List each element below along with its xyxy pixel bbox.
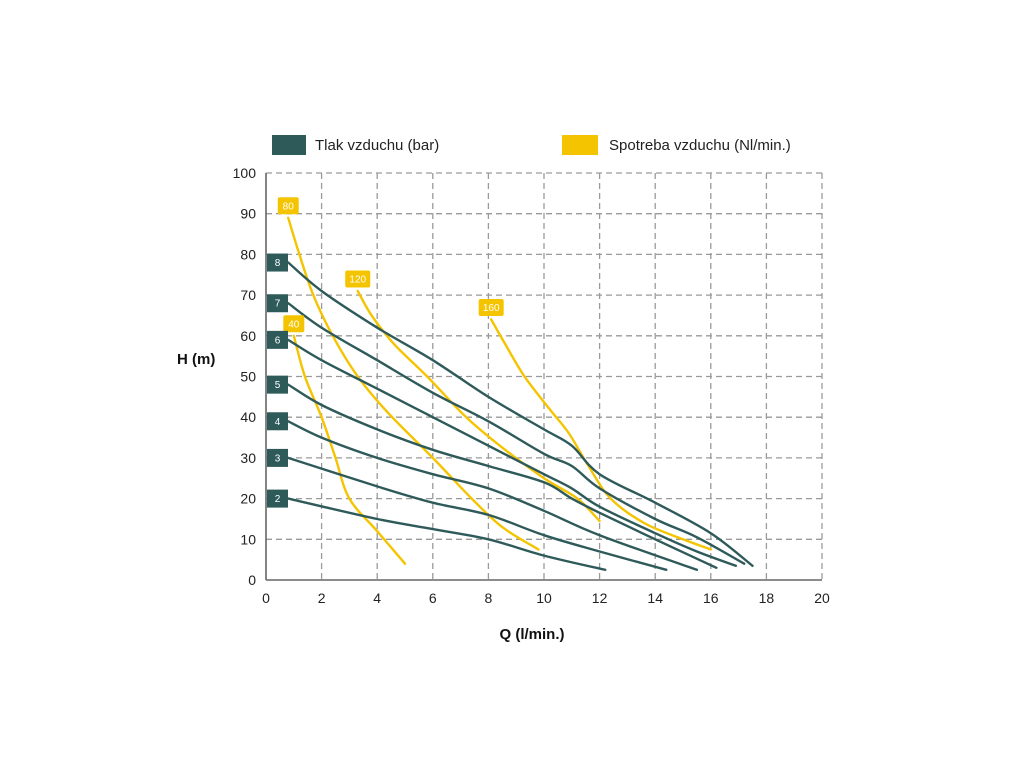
consumption-badge-120 [345, 270, 371, 288]
x-tick-label: 2 [318, 590, 326, 606]
pressure-badge-8 [267, 253, 288, 272]
pressure-badge-3 [267, 448, 288, 467]
consumption-badge-160 [478, 299, 504, 317]
consumption-badge-80 [277, 197, 299, 215]
y-tick-label: 30 [240, 450, 256, 466]
legend: Tlak vzduchu (bar) Spotreba vzduchu (Nl/… [272, 135, 791, 155]
pressure-badge-5 [267, 375, 288, 394]
x-tick-label: 16 [703, 590, 719, 606]
y-tick-label: 80 [240, 246, 256, 262]
consumption-badge-label: 160 [483, 303, 500, 314]
pressure-badge-label: 6 [275, 335, 281, 346]
pressure-curve-5 [287, 383, 718, 569]
x-tick-label: 14 [647, 590, 663, 606]
y-tick-label: 0 [248, 572, 256, 588]
y-axis-title: H (m) [177, 351, 215, 368]
consumption-curves [287, 216, 712, 565]
pressure-curve-2 [287, 497, 607, 571]
pressure-badge-label: 2 [275, 494, 281, 505]
y-tick-label: 60 [240, 328, 256, 344]
y-tick-label: 10 [240, 531, 256, 547]
y-tick-label: 50 [240, 369, 256, 385]
pressure-badge-label: 8 [275, 258, 281, 269]
x-tick-labels: 0 2 4 6 8 10 12 14 16 18 20 [262, 590, 830, 606]
x-tick-label: 18 [759, 590, 775, 606]
pressure-badge-7 [267, 294, 288, 313]
pressure-curve-8 [287, 261, 754, 567]
y-tick-label: 90 [240, 206, 256, 222]
consumption-badge-label: 80 [283, 201, 295, 212]
pressure-badge-label: 7 [275, 299, 281, 310]
grid [266, 172, 823, 580]
x-tick-label: 6 [429, 590, 437, 606]
pressure-curve-3 [287, 456, 668, 571]
consumption-curve-120 [356, 289, 601, 523]
y-tick-labels: 0 10 20 30 40 50 60 70 80 90 100 [233, 165, 257, 588]
pressure-badge-label: 5 [275, 380, 281, 391]
pressure-badge-label: 3 [275, 453, 281, 464]
pressure-curves [287, 261, 754, 571]
legend-label-pressure: Tlak vzduchu (bar) [315, 137, 439, 154]
pressure-badge-4 [267, 412, 288, 431]
consumption-badge-label: 120 [349, 275, 366, 286]
legend-swatch-pressure [272, 135, 306, 155]
x-tick-label: 20 [814, 590, 830, 606]
consumption-curve-40 [292, 334, 407, 565]
pressure-curve-4 [287, 420, 699, 571]
consumption-curve-80 [287, 216, 540, 551]
x-axis-title: Q (l/min.) [500, 626, 565, 643]
x-tick-label: 0 [262, 590, 270, 606]
legend-label-consumption: Spotreba vzduchu (Nl/min.) [609, 137, 791, 154]
x-tick-label: 4 [373, 590, 381, 606]
pressure-curve-6 [287, 338, 737, 567]
x-tick-label: 12 [592, 590, 608, 606]
legend-swatch-consumption [562, 135, 598, 155]
pressure-badge-2 [267, 489, 288, 508]
consumption-badge-40 [283, 315, 305, 333]
y-tick-label: 20 [240, 491, 256, 507]
x-tick-label: 8 [485, 590, 493, 606]
pressure-curve-7 [287, 302, 746, 565]
x-tick-label: 10 [536, 590, 552, 606]
pressure-badge-label: 4 [275, 417, 281, 428]
curve-badges: 40 80 120 160 2 3 4 5 6 7 8 [267, 197, 504, 508]
y-tick-label: 100 [233, 165, 257, 181]
y-tick-label: 70 [240, 287, 256, 303]
axes [265, 173, 822, 581]
consumption-curve-160 [490, 318, 712, 551]
consumption-badge-label: 40 [288, 319, 300, 330]
y-tick-label: 40 [240, 409, 256, 425]
pressure-badge-6 [267, 330, 288, 349]
